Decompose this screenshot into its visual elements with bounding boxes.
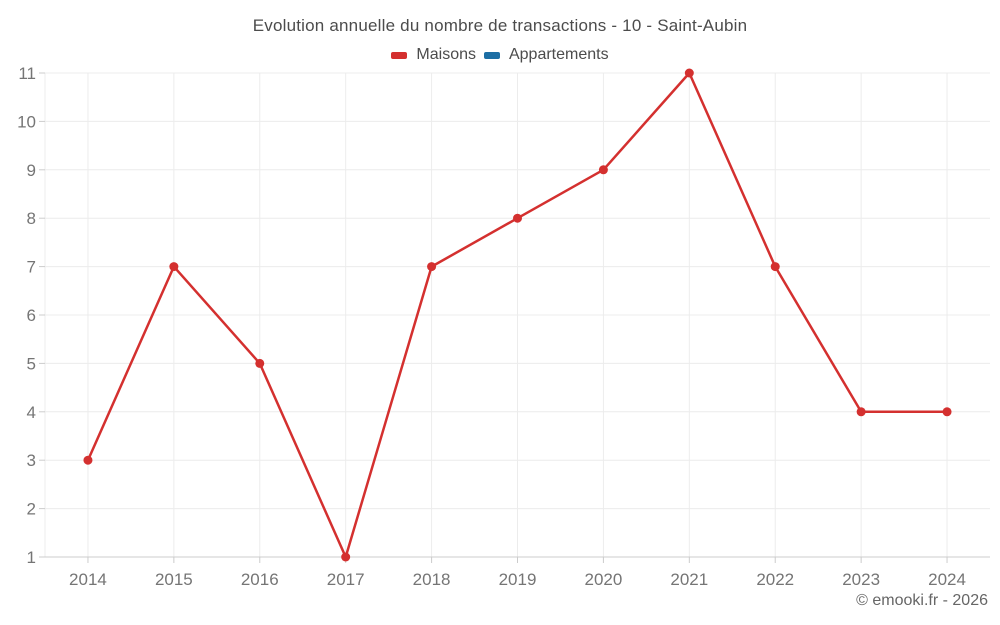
y-axis-tick-label: 4 — [27, 403, 36, 422]
copyright-text: © emooki.fr - 2026 — [856, 592, 988, 609]
data-point-maisons-2024 — [942, 407, 952, 417]
data-point-maisons-2019 — [513, 213, 522, 223]
y-axis-tick-label: 9 — [27, 161, 36, 180]
chart-title: Evolution annuelle du nombre de transact… — [252, 16, 748, 35]
legend-swatch-appartements — [483, 51, 500, 59]
chart-legend: Maisons Appartements — [0, 45, 1000, 65]
data-point-maisons-2017 — [341, 552, 351, 562]
y-axis-tick-label: 2 — [27, 500, 36, 519]
y-axis-tick-label: 1 — [27, 548, 36, 567]
data-point-maisons-2022 — [770, 262, 780, 272]
x-axis-tick-label: 2017 — [327, 570, 365, 589]
x-axis-tick-label: 2018 — [413, 570, 451, 589]
x-axis-tick-label: 2021 — [670, 570, 708, 589]
y-axis-tick-label: 10 — [17, 112, 36, 131]
x-axis-tick-label: 2015 — [155, 570, 193, 589]
x-axis-tick-label: 2014 — [69, 570, 107, 589]
y-axis-tick-label: 7 — [27, 258, 36, 277]
legend-swatch-maisons — [391, 51, 408, 59]
data-point-maisons-2023 — [856, 407, 866, 417]
x-axis-tick-label: 2020 — [584, 570, 622, 589]
legend-item-appartements[interactable]: Appartements — [483, 46, 609, 64]
y-axis-tick-label: 5 — [27, 354, 36, 373]
data-point-maisons-2015 — [169, 262, 179, 272]
data-point-maisons-2021 — [684, 68, 694, 78]
x-axis-tick-label: 2024 — [928, 570, 966, 589]
x-axis-tick-label: 2016 — [241, 570, 279, 589]
x-axis-tick-label: 2022 — [756, 570, 794, 589]
y-axis-tick-label: 6 — [27, 306, 36, 325]
data-point-maisons-2020 — [598, 165, 608, 175]
x-axis-tick-label: 2023 — [842, 570, 880, 589]
data-point-maisons-2014 — [83, 455, 93, 465]
legend-label-appartements: Appartements — [508, 46, 609, 63]
y-axis-tick-label: 11 — [18, 64, 36, 83]
x-axis-tick-label: 2019 — [499, 570, 537, 589]
legend-label-maisons: Maisons — [416, 46, 476, 63]
y-axis-tick-label: 8 — [27, 209, 36, 228]
legend-item-maisons[interactable]: Maisons — [391, 46, 476, 64]
y-axis-tick-label: 3 — [27, 451, 36, 470]
data-point-maisons-2016 — [255, 358, 265, 368]
data-point-maisons-2018 — [427, 262, 437, 272]
